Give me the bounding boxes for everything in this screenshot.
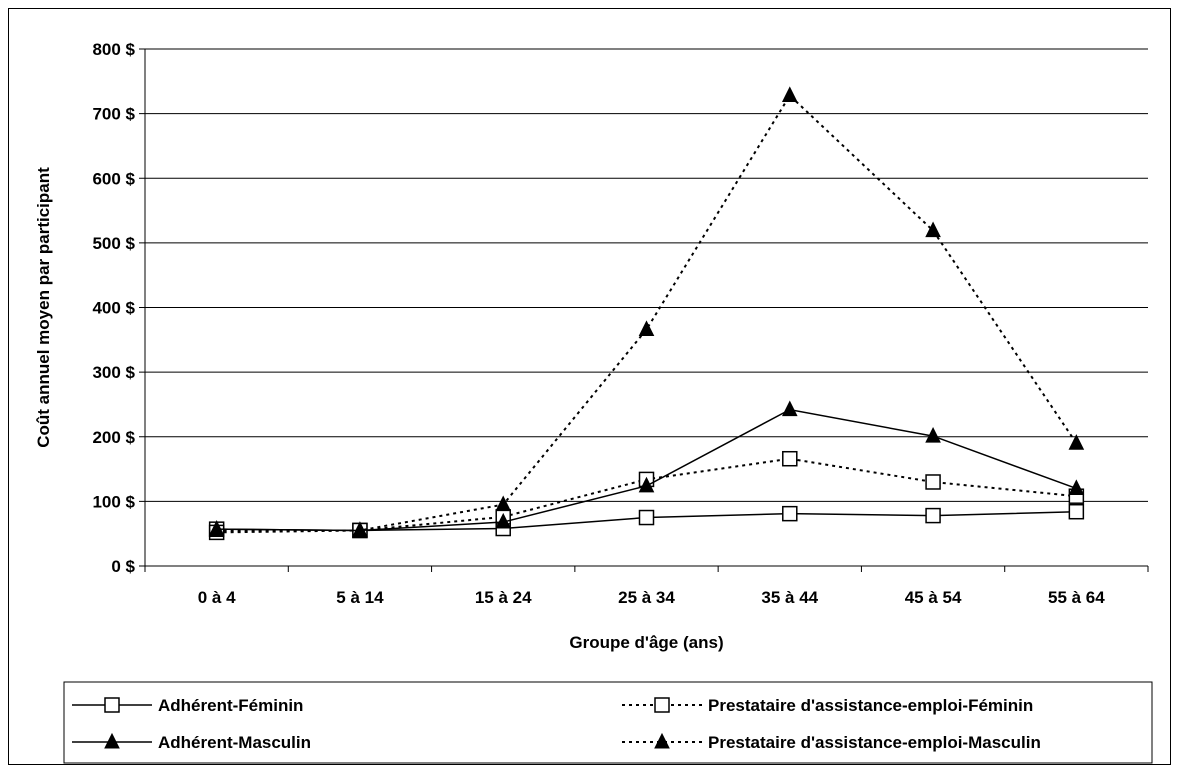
x-tick-label: 15 à 24 bbox=[475, 588, 532, 607]
legend-marker bbox=[104, 697, 120, 713]
data-point bbox=[638, 509, 655, 526]
data-point bbox=[638, 476, 655, 493]
y-tick-label: 500 $ bbox=[92, 234, 135, 253]
data-point bbox=[782, 450, 798, 467]
y-tick-label: 300 $ bbox=[92, 363, 135, 382]
data-point bbox=[1068, 503, 1085, 520]
y-tick-label: 700 $ bbox=[92, 105, 135, 124]
line-chart: 0 $ 100 $ 200 $ 300 $ 400 $ 500 $ 600 $ 700 $ 80… bbox=[34, 40, 1153, 764]
data-point bbox=[925, 221, 941, 238]
legend-marker bbox=[654, 732, 670, 749]
data-point bbox=[208, 521, 225, 537]
legend-marker bbox=[654, 697, 670, 713]
x-tick-labels: 0 à 4 5 à 14 15 à 24 25 à 34 35 à 44 45 à 54 5… bbox=[198, 588, 1106, 607]
y-tick-label: 200 $ bbox=[92, 428, 135, 447]
data-point bbox=[495, 495, 512, 512]
data-point bbox=[1068, 434, 1085, 450]
data-point bbox=[781, 86, 798, 103]
y-tick-label: 800 $ bbox=[92, 40, 135, 59]
legend-label: Prestataire d'assistance-emploi-Féminin bbox=[708, 696, 1033, 715]
legend-item: Adhérent-Féminin bbox=[72, 696, 303, 715]
series-1 bbox=[208, 503, 1085, 539]
data-point bbox=[781, 400, 798, 417]
legend-label: Adhérent-Masculin bbox=[158, 733, 311, 752]
data-point bbox=[495, 512, 512, 529]
legend-item: Prestataire d'assistance-emploi-Masculin bbox=[622, 732, 1041, 752]
legend-marker bbox=[104, 732, 120, 749]
data-point bbox=[925, 507, 941, 524]
data-point bbox=[352, 521, 368, 537]
series-4 bbox=[208, 86, 1085, 537]
legend-item: Adhérent-Masculin bbox=[72, 732, 311, 752]
y-tick-label: 600 $ bbox=[92, 169, 135, 188]
legend: Adhérent-Féminin Prestataire d'assistance… bbox=[63, 681, 1153, 764]
y-tick-labels: 0 $ 100 $ 200 $ 300 $ 400 $ 500 $ 600 $ 700 $ 80… bbox=[92, 40, 135, 576]
gridlines bbox=[145, 48, 1148, 502]
legend-label: Adhérent-Féminin bbox=[158, 696, 303, 715]
data-point bbox=[925, 426, 941, 443]
data-point bbox=[782, 505, 798, 522]
y-tick-label: 400 $ bbox=[92, 299, 135, 318]
x-tick-label: 35 à 44 bbox=[761, 588, 818, 607]
series-2 bbox=[208, 450, 1085, 541]
x-tick-label: 25 à 34 bbox=[618, 588, 675, 607]
y-axis-title: Coût annuel moyen par participant bbox=[34, 167, 53, 448]
x-tick-label: 5 à 14 bbox=[336, 588, 384, 607]
x-tick-label: 45 à 54 bbox=[905, 588, 962, 607]
axes bbox=[139, 48, 1149, 572]
series bbox=[208, 86, 1085, 541]
x-tick-label: 55 à 64 bbox=[1048, 588, 1105, 607]
x-tick-label: 0 à 4 bbox=[198, 588, 236, 607]
data-point bbox=[638, 320, 655, 336]
y-tick-label: 100 $ bbox=[92, 492, 135, 511]
data-point bbox=[925, 474, 941, 490]
y-tick-label: 0 $ bbox=[111, 557, 135, 576]
chart-frame: 0 $ 100 $ 200 $ 300 $ 400 $ 500 $ 600 $ 700 $ 80… bbox=[8, 8, 1171, 765]
x-axis-title: Groupe d'âge (ans) bbox=[569, 633, 723, 652]
data-point bbox=[1068, 479, 1085, 495]
series-line bbox=[216, 93, 1078, 532]
legend-item: Prestataire d'assistance-emploi-Féminin bbox=[622, 696, 1033, 715]
legend-label: Prestataire d'assistance-emploi-Masculin bbox=[708, 733, 1041, 752]
legend-box bbox=[63, 681, 1153, 764]
